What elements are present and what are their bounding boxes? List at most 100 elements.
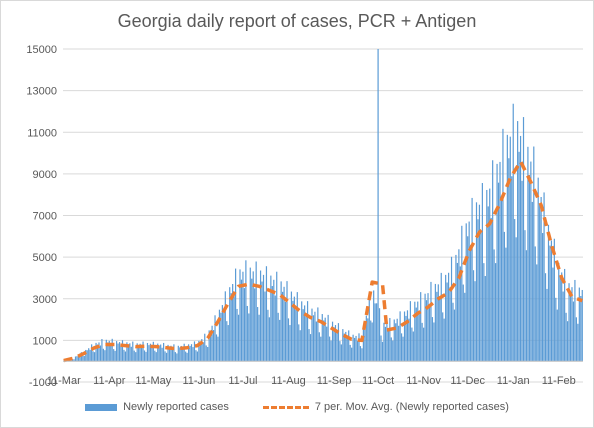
bar <box>210 331 212 362</box>
bar <box>273 279 275 362</box>
bar <box>218 309 221 362</box>
bar <box>477 219 479 362</box>
bar <box>497 182 500 362</box>
bar <box>331 321 334 362</box>
bar <box>245 260 247 362</box>
legend-label-bars: Newly reported cases <box>123 401 229 413</box>
bar <box>234 268 237 362</box>
bar <box>274 295 276 362</box>
x-tick-label: 11-Sep <box>317 375 352 387</box>
bar <box>348 330 350 362</box>
bar <box>506 134 508 362</box>
bar <box>98 342 100 362</box>
bar <box>292 300 294 362</box>
bar <box>160 344 162 362</box>
bar <box>243 288 246 362</box>
bar <box>80 352 82 362</box>
bar <box>186 352 188 362</box>
bar <box>88 348 90 362</box>
bar <box>124 351 127 362</box>
bar <box>270 275 272 362</box>
bar <box>201 339 203 362</box>
bar <box>386 323 388 362</box>
bar <box>255 261 257 362</box>
bar <box>233 296 235 362</box>
bar <box>368 294 370 362</box>
bar <box>377 49 379 362</box>
bar <box>323 320 325 362</box>
bar <box>199 342 201 362</box>
bar <box>408 318 410 362</box>
bar <box>556 309 558 362</box>
bar <box>423 327 425 362</box>
bar <box>223 312 225 362</box>
bar <box>445 274 447 362</box>
bar <box>412 331 414 362</box>
bar <box>312 315 315 362</box>
bar <box>158 345 160 362</box>
bar <box>420 292 422 362</box>
bar <box>174 352 176 362</box>
bar <box>428 304 431 362</box>
bar <box>121 340 124 362</box>
bar <box>296 292 298 362</box>
bar <box>527 146 529 362</box>
bar <box>342 329 344 362</box>
bar <box>555 297 557 362</box>
x-tick-label: 11-Nov <box>406 375 441 387</box>
bar <box>549 245 551 362</box>
bar <box>113 349 115 362</box>
bar <box>352 334 354 362</box>
bar <box>105 339 107 362</box>
legend-swatch-moving-avg <box>262 405 309 409</box>
bar <box>393 319 395 362</box>
bar <box>254 288 256 362</box>
bar <box>456 262 459 362</box>
bar <box>343 333 345 362</box>
bar <box>135 352 137 362</box>
legend-item-bars: Newly reported cases <box>85 401 229 413</box>
bar <box>461 225 463 362</box>
bar <box>362 328 364 362</box>
bar <box>564 268 566 362</box>
bar <box>282 291 284 362</box>
bar <box>447 272 450 362</box>
bar <box>164 351 166 362</box>
bar <box>145 351 147 362</box>
bar <box>96 344 99 362</box>
y-tick-label: 11000 <box>27 127 57 139</box>
bar <box>333 327 335 362</box>
bar <box>214 315 216 362</box>
bar <box>550 240 553 362</box>
bar <box>361 348 363 362</box>
bar <box>116 341 118 362</box>
bar <box>286 281 288 362</box>
bar <box>215 334 218 362</box>
y-tick-label: -1000 <box>29 377 57 389</box>
bar <box>340 344 342 362</box>
bar <box>226 321 228 362</box>
bar <box>198 340 200 362</box>
bar <box>390 337 392 362</box>
bar <box>79 355 81 362</box>
bar <box>505 247 507 362</box>
bar <box>317 307 319 362</box>
bar <box>384 326 387 362</box>
bar <box>440 272 442 362</box>
bar <box>502 128 504 362</box>
bar <box>351 347 353 362</box>
bar <box>129 343 131 362</box>
bar <box>264 291 266 362</box>
bar <box>345 331 347 362</box>
bar <box>475 202 478 362</box>
bar <box>315 321 317 362</box>
bar <box>402 336 404 362</box>
bar <box>387 330 389 362</box>
bar <box>248 313 250 362</box>
bar <box>168 346 171 362</box>
bar <box>405 315 407 362</box>
bar <box>337 323 340 362</box>
bar <box>464 292 466 362</box>
bar <box>565 312 567 362</box>
bar <box>339 341 341 362</box>
